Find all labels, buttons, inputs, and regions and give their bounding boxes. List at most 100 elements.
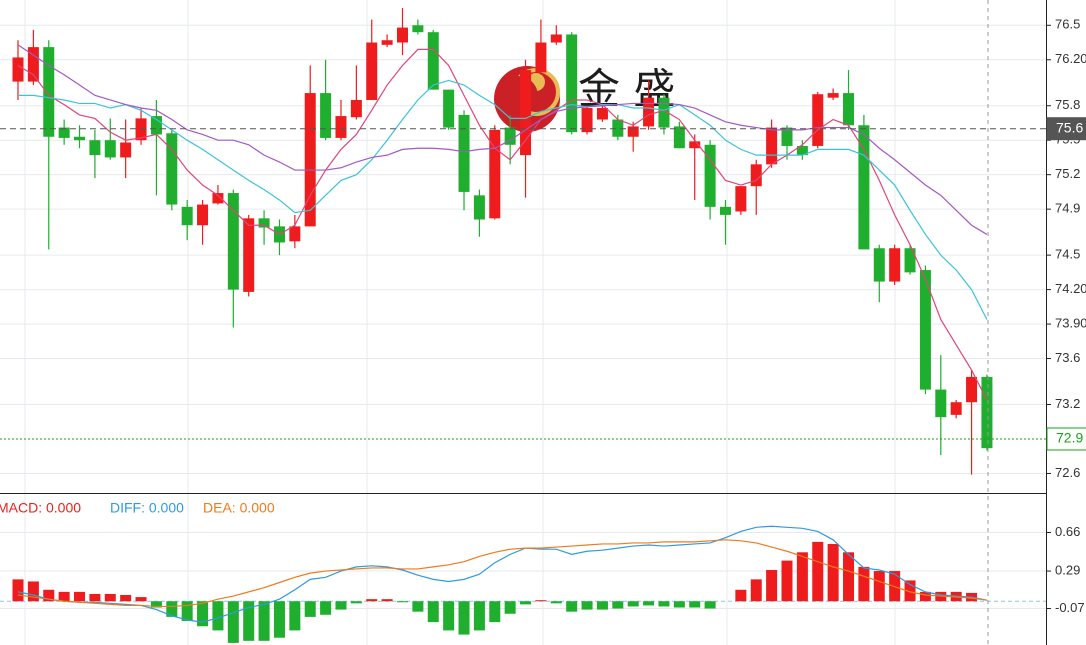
macd-bar — [843, 552, 855, 602]
macd-bar — [412, 601, 424, 612]
candle-body — [166, 133, 178, 205]
macd-bar — [197, 601, 209, 627]
logo-cut — [498, 76, 538, 116]
candle-body — [535, 42, 547, 73]
legend-entry: MACD: 0.000 — [0, 500, 81, 516]
candle-body — [243, 218, 255, 292]
candle-body — [335, 116, 347, 138]
macd-bar — [520, 601, 532, 605]
candle-body — [581, 108, 593, 133]
candle-body — [750, 164, 762, 187]
macd-bar — [350, 601, 362, 604]
candle-body — [443, 89, 455, 128]
legend-entry: DIFF: 0.000 — [110, 500, 184, 516]
candle-body — [550, 34, 562, 43]
macd-bar — [627, 601, 639, 607]
macd-bar — [535, 600, 547, 602]
macd-bar — [397, 601, 408, 603]
candle-body — [843, 93, 855, 126]
candle-body — [104, 140, 116, 158]
macd-bar — [658, 601, 670, 607]
macd-bar — [504, 601, 516, 614]
line-series — [17, 48, 988, 401]
macd-bar — [150, 601, 162, 608]
macd-bar — [858, 566, 870, 602]
candle-body — [981, 376, 993, 449]
macd-bar — [904, 580, 916, 602]
candle-body — [458, 114, 470, 192]
candle-body — [258, 218, 270, 228]
candle-body — [366, 42, 378, 100]
macd-bar — [673, 601, 685, 608]
candle-body — [120, 142, 132, 158]
candle-body — [197, 204, 209, 226]
line-series — [17, 525, 988, 623]
macd-bar — [766, 570, 778, 602]
candle-body — [689, 141, 701, 149]
macd-bar — [781, 560, 793, 602]
macd-bar — [120, 595, 132, 602]
candle-body — [212, 193, 224, 204]
macd-bar — [135, 597, 147, 602]
candle-body — [135, 118, 147, 141]
candle-body — [12, 57, 24, 82]
y-tick-label: 74.9 — [1055, 201, 1080, 216]
candle-body — [74, 136, 86, 141]
candle-body — [304, 93, 316, 227]
macd-bar — [12, 579, 24, 602]
y-tick-label: 76.5 — [1055, 17, 1080, 32]
macd-bar — [243, 601, 255, 641]
y-tick-label: 75.2 — [1055, 166, 1080, 181]
macd-bar — [750, 579, 762, 602]
candle-body — [889, 248, 901, 282]
candle-body — [643, 97, 655, 127]
y-tick-label: 72.6 — [1055, 465, 1080, 480]
macd-bar — [827, 543, 839, 602]
candle-body — [473, 195, 485, 220]
candle-body — [596, 108, 608, 120]
candle-body — [504, 127, 516, 145]
macd-bar — [612, 601, 624, 609]
candle-body — [766, 127, 778, 165]
macd-bar — [919, 591, 931, 602]
candle-body — [181, 206, 193, 226]
candle-body — [627, 126, 639, 137]
candle-body — [566, 34, 578, 133]
y-tick-label: 74.20 — [1055, 281, 1086, 296]
macd-bar — [289, 601, 301, 631]
candle-body — [873, 248, 885, 282]
line-series — [17, 539, 988, 608]
macd-bar — [304, 601, 316, 617]
candle-body — [58, 127, 70, 138]
y-tick-label: 73.90 — [1055, 316, 1086, 331]
macd-bar — [689, 601, 701, 608]
macd-bar — [427, 601, 439, 623]
macd-bar — [227, 601, 239, 643]
y-tick-label: -0.07 — [1055, 600, 1085, 615]
line-series — [18, 79, 988, 320]
macd-bar — [643, 601, 655, 606]
macd-bar — [873, 571, 885, 602]
macd-bar — [166, 601, 178, 617]
candle-body — [150, 116, 162, 135]
y-tick-label: 74.5 — [1055, 247, 1080, 262]
candle-body — [781, 127, 793, 146]
candle-body — [858, 125, 870, 250]
macd-bar — [27, 581, 39, 602]
y-tick-label: 73.6 — [1055, 350, 1080, 365]
macd-bar — [104, 593, 116, 602]
candle-body — [27, 47, 39, 82]
price-tag — [1046, 427, 1086, 451]
candle-body — [427, 32, 439, 90]
candle-body — [520, 70, 532, 156]
candle-body — [381, 40, 393, 45]
y-tick-label: 0.29 — [1055, 562, 1080, 577]
candle-body — [919, 270, 931, 390]
y-tick-label: 75.8 — [1055, 97, 1080, 112]
candle-body — [719, 206, 731, 215]
macd-bar — [335, 601, 347, 610]
legend-entry: DEA: 0.000 — [203, 500, 275, 516]
candle-body — [89, 140, 101, 156]
candle-body — [397, 27, 408, 43]
